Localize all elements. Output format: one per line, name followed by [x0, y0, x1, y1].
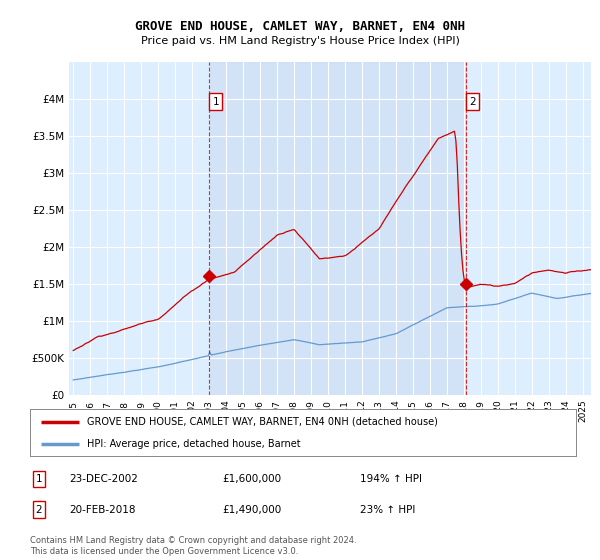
Text: Contains HM Land Registry data © Crown copyright and database right 2024.
This d: Contains HM Land Registry data © Crown c… [30, 536, 356, 556]
Text: 23% ↑ HPI: 23% ↑ HPI [360, 505, 415, 515]
Text: 2: 2 [469, 96, 476, 106]
Text: 1: 1 [35, 474, 43, 484]
Text: HPI: Average price, detached house, Barnet: HPI: Average price, detached house, Barn… [88, 438, 301, 449]
Text: £1,490,000: £1,490,000 [222, 505, 281, 515]
Text: 20-FEB-2018: 20-FEB-2018 [69, 505, 136, 515]
Text: GROVE END HOUSE, CAMLET WAY, BARNET, EN4 0NH: GROVE END HOUSE, CAMLET WAY, BARNET, EN4… [135, 20, 465, 32]
Text: 194% ↑ HPI: 194% ↑ HPI [360, 474, 422, 484]
Text: 1: 1 [212, 96, 219, 106]
Bar [209, 62, 466, 395]
Text: Price paid vs. HM Land Registry's House Price Index (HPI): Price paid vs. HM Land Registry's House … [140, 36, 460, 46]
Text: GROVE END HOUSE, CAMLET WAY, BARNET, EN4 0NH (detached house): GROVE END HOUSE, CAMLET WAY, BARNET, EN4… [88, 417, 438, 427]
Text: 23-DEC-2002: 23-DEC-2002 [69, 474, 138, 484]
Text: £1,600,000: £1,600,000 [222, 474, 281, 484]
Text: 2: 2 [35, 505, 43, 515]
